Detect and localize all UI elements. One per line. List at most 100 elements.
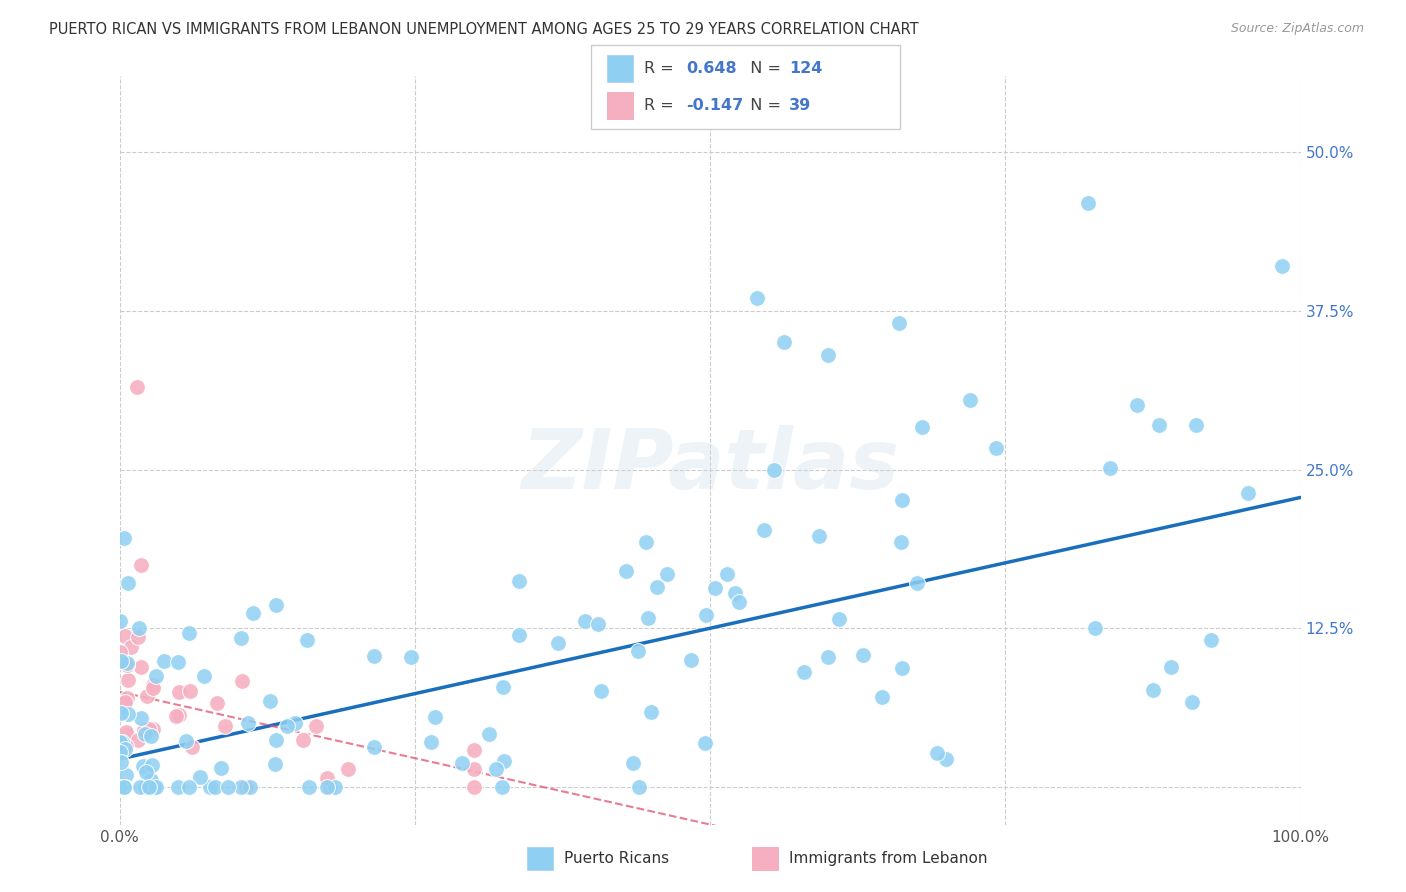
Point [463,743,485,757]
Point [231,674,253,689]
Text: 124: 124 [789,61,823,76]
Text: Immigrants from Lebanon: Immigrants from Lebanon [789,851,987,866]
Point [574,614,596,628]
Point [134,726,156,740]
Point [117,576,139,591]
Point [887,317,910,331]
Point [136,689,159,703]
Point [141,729,163,743]
Point [1142,682,1164,697]
Point [110,654,132,668]
Point [1237,485,1260,500]
Point [132,759,155,773]
Point [115,657,138,672]
Point [316,780,339,794]
Point [114,695,136,709]
Point [142,722,165,736]
Point [1271,259,1294,273]
Point [142,681,165,696]
Point [693,736,716,750]
Point [491,780,513,794]
Text: Source: ZipAtlas.com: Source: ZipAtlas.com [1230,22,1364,36]
Point [628,780,651,794]
Point [399,650,422,665]
Point [284,716,307,731]
Point [209,761,232,775]
Point [143,780,166,794]
Point [115,691,138,706]
Point [238,716,260,731]
Point [591,684,613,698]
Point [724,586,747,600]
Point [145,669,167,683]
Point [114,780,136,794]
Point [112,531,135,545]
Point [463,780,485,794]
Point [114,742,136,756]
Point [703,581,725,595]
Point [1185,417,1208,432]
Point [235,780,257,794]
Point [614,565,637,579]
Point [239,780,262,794]
Point [134,723,156,738]
Point [640,705,662,719]
Point [747,291,769,305]
Point [276,719,298,733]
Point [115,739,138,753]
Point [1199,632,1222,647]
Point [111,735,134,749]
Point [547,636,569,650]
Point [716,566,738,581]
Point [108,735,131,749]
Point [166,780,188,794]
Point [264,598,287,612]
Point [890,534,912,549]
Point [205,697,228,711]
Point [325,780,347,794]
Point [817,650,839,665]
Point [959,392,981,407]
Point [108,780,131,794]
Point [793,665,815,680]
Point [229,780,252,794]
Point [492,755,515,769]
Point [129,558,152,572]
Point [193,669,215,683]
Point [145,780,167,794]
Point [139,772,162,787]
Point [204,780,226,794]
Point [198,780,221,794]
Text: N =: N = [740,61,786,76]
Point [870,690,893,705]
Point [110,755,132,769]
Point [911,420,934,434]
Point [167,684,190,698]
Point [315,771,337,785]
Point [242,606,264,620]
Point [128,621,150,635]
Point [110,706,132,720]
Point [112,780,135,794]
Point [115,728,138,742]
Point [152,654,174,668]
Point [485,762,508,776]
Point [127,630,149,644]
Point [337,762,360,776]
Point [1084,621,1107,635]
Point [754,524,776,538]
Point [114,629,136,643]
Point [1077,195,1099,210]
Point [763,463,786,477]
Point [291,732,314,747]
Point [110,614,132,628]
Point [165,709,187,723]
Point [127,733,149,747]
Point [179,684,201,698]
Point [1126,398,1149,412]
Point [363,739,385,754]
Point [508,628,530,642]
Point [451,756,474,770]
Point [817,348,839,362]
Point [627,644,650,658]
